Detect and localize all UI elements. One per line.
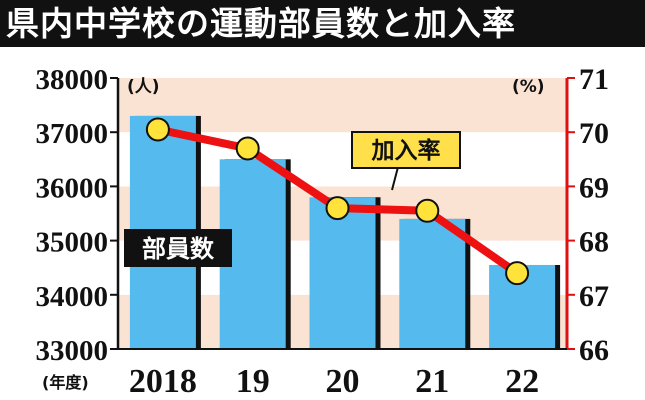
right-tick-label: 67 (579, 280, 609, 313)
line-point (325, 196, 350, 221)
x-axis-labels: 2018 19 20 21 22 (129, 363, 539, 400)
bar-series-label: 部員数 (124, 229, 232, 267)
bar-series-label-box (124, 229, 232, 267)
right-axis-ticks: 66 67 68 69 70 71 (567, 63, 609, 367)
right-tick-label: 66 (579, 334, 609, 367)
left-tick-label: 37000 (36, 118, 109, 150)
left-tick-label: 36000 (36, 172, 109, 204)
left-tick-label: 38000 (36, 64, 109, 96)
bar (309, 197, 376, 349)
left-tick-label: 34000 (36, 281, 109, 313)
bar (399, 218, 466, 349)
x-tick-label: 22 (505, 363, 539, 400)
left-tick-label: 35000 (36, 227, 109, 259)
x-tick-label: 20 (326, 363, 360, 400)
right-tick-label: 69 (579, 171, 609, 204)
line-series (145, 117, 530, 286)
line-series-label-pointer (391, 166, 399, 191)
x-axis-prefix: (年度) (42, 373, 89, 392)
left-axis-ticks: 33000 34000 35000 36000 37000 38000 (36, 64, 118, 367)
x-tick-label: 2018 (129, 363, 197, 400)
bar-series-label-text: 部員数 (142, 235, 215, 263)
left-axis-unit: (人) (127, 77, 160, 97)
line-series-label-text: 加入率 (371, 137, 441, 164)
line-point (235, 136, 260, 161)
line-point (145, 117, 170, 142)
right-axis-unit: (%) (512, 77, 545, 97)
chart-title: 県内中学校の運動部員数と加入率 (0, 0, 645, 47)
right-tick-label: 68 (579, 226, 609, 259)
right-tick-label: 70 (579, 117, 609, 150)
x-tick-label: 19 (236, 363, 270, 400)
line-series-label: 加入率 (351, 131, 461, 191)
right-tick-label: 71 (579, 63, 609, 96)
x-tick-label: 21 (415, 363, 449, 400)
line-series-label-box (351, 131, 461, 169)
line-point (415, 198, 440, 223)
left-tick-label: 33000 (36, 335, 109, 367)
line-point (505, 261, 530, 286)
